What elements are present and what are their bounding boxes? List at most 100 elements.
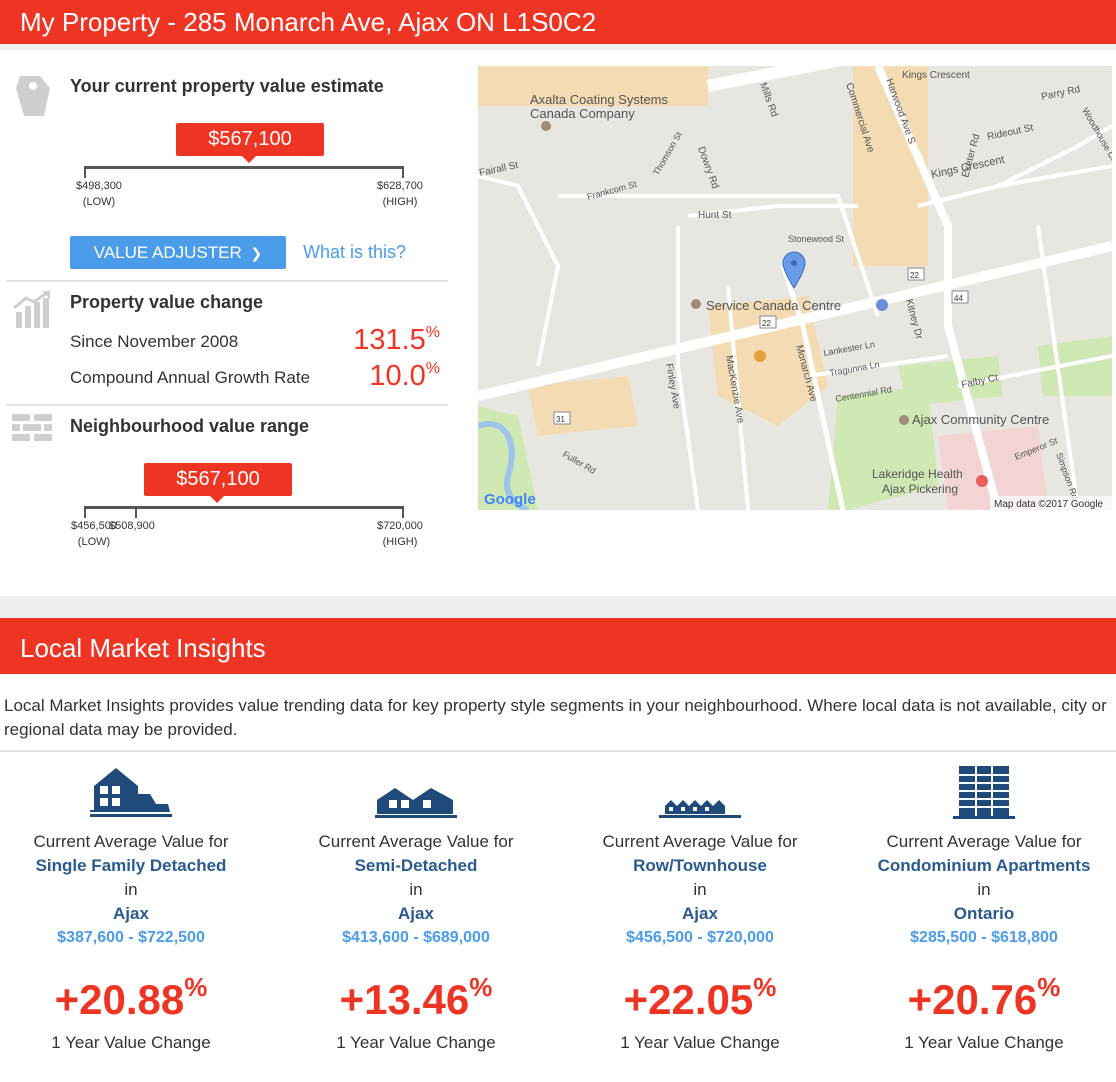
card-change-label: 1 Year Value Change	[51, 1033, 211, 1052]
map-road	[997, 124, 1112, 188]
insights-header: Local Market Insights	[0, 618, 1116, 674]
card-segment: Semi-Detached	[354, 856, 478, 875]
map-label: Fairall St	[478, 160, 519, 179]
map-label: Hunt St	[698, 210, 732, 221]
map-canvas[interactable]: Axalta Coating Systems Canada Company Se…	[478, 66, 1112, 510]
cagr-value: 10.0%	[369, 360, 440, 393]
card-change-number: +13.46	[339, 976, 470, 1023]
card-range: $413,600 - $689,000	[342, 929, 490, 946]
map-road	[1036, 225, 1080, 510]
map-road-harwood	[874, 66, 1002, 510]
map-zone	[478, 66, 708, 106]
property-map[interactable]: Axalta Coating Systems Canada Company Se…	[478, 66, 1112, 510]
card-icon-wrap	[296, 760, 536, 820]
card-change-label: 1 Year Value Change	[904, 1033, 1064, 1052]
neighbourhood-mid-value: $508,900	[109, 520, 155, 532]
card-location: Ajax	[682, 904, 718, 923]
chevron-right-icon: ❯	[250, 245, 263, 261]
map-label: Woodhouse Cres	[1080, 106, 1112, 172]
google-logo: Google	[484, 491, 536, 508]
map-zone	[938, 426, 1048, 510]
range-tick-high	[402, 506, 404, 518]
card-in: in	[124, 880, 138, 899]
map-pin-icon[interactable]	[782, 251, 806, 289]
card-location: Ajax	[398, 904, 434, 923]
poi-icon	[691, 299, 701, 309]
card-location: Ontario	[953, 904, 1015, 923]
header-shadow	[0, 44, 1116, 50]
neighbourhood-title: Neighbourhood value range	[70, 416, 310, 436]
card-change-label: 1 Year Value Change	[620, 1033, 780, 1052]
restaurant-icon	[754, 350, 766, 362]
cagr-label: Compound Annual Growth Rate	[70, 368, 311, 387]
map-park	[828, 386, 938, 510]
what-is-this-link[interactable]: What is this?	[303, 242, 407, 262]
cagr-value-number: 10.0	[369, 360, 426, 392]
map-label: 44	[954, 294, 963, 303]
map-label: Service Canada Centre	[706, 298, 841, 313]
route-shield-44	[951, 290, 969, 304]
growth-chart-icon	[13, 290, 50, 328]
value-adjuster-label: VALUE ADJUSTER	[93, 243, 242, 262]
change-title: Property value change	[70, 292, 264, 312]
map-label: Ajax Pickering	[882, 482, 958, 496]
card-change-percent: %	[184, 972, 208, 1002]
card-icon-wrap	[864, 760, 1104, 820]
page-title: My Property - 285 Monarch Ave, Ajax ON L…	[20, 7, 597, 37]
map-label: Simpson Rd	[1054, 451, 1080, 500]
range-tick-mid	[135, 506, 137, 518]
map-label: Kings Crescent	[902, 70, 970, 81]
map-label: Lankester Ln	[823, 339, 876, 358]
map-road	[726, 285, 750, 510]
estimate-range-line	[84, 166, 404, 169]
card-segment: Row/Townhouse	[633, 856, 767, 875]
estimate-high: $628,700 (HIGH)	[365, 178, 435, 210]
section-divider	[6, 404, 448, 406]
map-label: Fuller Rd	[561, 449, 598, 476]
card-change: +13.46%	[296, 962, 536, 1025]
map-road	[676, 226, 700, 510]
card-icon-wrap	[11, 760, 251, 820]
townhouse-icon	[659, 800, 741, 818]
single-family-house-icon	[90, 768, 172, 817]
estimate-low-tag: (LOW)	[82, 196, 116, 208]
since-value: 131.5%	[353, 324, 440, 357]
map-label: Parry Rd	[1040, 84, 1081, 103]
map-road-highway	[478, 241, 1112, 401]
map-label: Tragunna Ln	[829, 359, 881, 378]
map-label: Ajax Community Centre	[912, 412, 1049, 427]
map-road-monarch	[780, 265, 846, 510]
card-change-percent: %	[469, 972, 493, 1002]
neighbourhood-low-tag: (LOW)	[77, 536, 111, 548]
map-road	[687, 204, 858, 218]
map-river	[478, 421, 530, 510]
map-label: Dowry Rd	[695, 145, 720, 190]
map-rail	[706, 66, 842, 92]
map-road	[558, 194, 880, 317]
card-segment: Condominium Apartments	[877, 856, 1091, 875]
range-tick-high	[402, 166, 404, 178]
neighbourhood-high-tag: (HIGH)	[382, 536, 418, 548]
map-pin-dot	[791, 260, 797, 266]
market-card: Current Average Value for Single Family …	[11, 760, 251, 1055]
estimate-value: $567,100	[208, 128, 292, 150]
route-shield-22	[907, 267, 925, 281]
range-tick-low	[84, 166, 86, 178]
card-range: $285,500 - $618,800	[910, 929, 1058, 946]
estimate-high-value: $628,700	[377, 180, 423, 192]
market-card: Current Average Value for Condominium Ap…	[864, 760, 1104, 1055]
route-shield-31	[553, 411, 571, 425]
card-change-percent: %	[1037, 972, 1061, 1002]
card-change: +20.88%	[11, 962, 251, 1025]
card-in: in	[693, 880, 707, 899]
map-label: Rideout St	[986, 122, 1034, 143]
value-adjuster-button[interactable]: VALUE ADJUSTER ❯	[70, 236, 286, 269]
card-icon-wrap	[580, 760, 820, 820]
range-tick-low	[84, 506, 86, 518]
map-label: Canada Company	[530, 106, 635, 121]
since-value-percent: %	[425, 324, 440, 341]
card-change-percent: %	[753, 972, 777, 1002]
neighbourhood-range-line	[84, 506, 404, 509]
map-road	[478, 174, 561, 367]
page-header: My Property - 285 Monarch Ave, Ajax ON L…	[0, 0, 1116, 44]
